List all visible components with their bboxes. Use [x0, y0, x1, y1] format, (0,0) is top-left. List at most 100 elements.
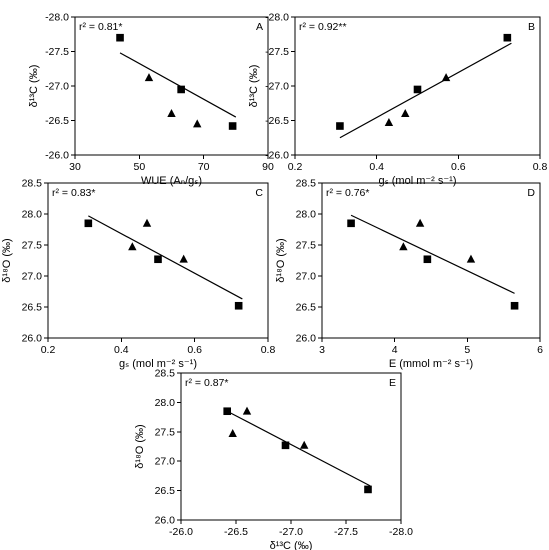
panel-c: 0.2 0.4 0.6 0.8 26.0 26.5 27.0 27.5 28.0 28.5 gₛ (…	[1, 178, 275, 371]
regression-line	[119, 52, 237, 118]
data-point-square	[336, 122, 344, 130]
x-tick-label: -28.0	[389, 526, 413, 538]
data-point-square	[84, 219, 93, 228]
x-tick-label: 3	[319, 344, 325, 356]
data-point-square	[364, 485, 372, 494]
y-tick-label: 26.5	[155, 485, 176, 497]
data-point-square	[228, 122, 237, 130]
panel-letter: C	[255, 187, 263, 199]
data-point-square	[347, 219, 355, 228]
x-tick-label: 0.4	[114, 344, 129, 356]
x-tick-label: 4	[392, 344, 398, 356]
y-axis-label: δ¹⁸O (‰)	[134, 424, 146, 468]
data-point-triangle	[384, 117, 394, 126]
data-point-triangle	[401, 109, 410, 117]
x-axis-label: E (mmol m⁻² s⁻¹)	[389, 358, 473, 370]
plot-frame	[74, 16, 269, 156]
y-tick-label: 26.0	[155, 515, 176, 527]
panel-letter: A	[256, 21, 263, 33]
y-tick-label: -26.5	[45, 115, 69, 127]
x-tick-label: 5	[464, 344, 470, 356]
data-point-triangle	[300, 440, 309, 449]
plot-frame	[47, 182, 269, 339]
y-axis-label: δ¹³C (‰)	[248, 65, 260, 108]
r-squared-label: r² = 0.76*	[326, 187, 369, 199]
y-tick-label: -28.0	[45, 12, 69, 24]
y-tick-label: 27.5	[296, 240, 317, 252]
x-axis-label: WUE (Aₙ/gₛ)	[141, 175, 202, 187]
data-point-square	[223, 407, 231, 416]
x-tick-label: 0.6	[451, 161, 466, 173]
data-point-triangle	[193, 119, 202, 128]
x-tick-label: -26.5	[224, 526, 248, 538]
y-tick-label: -26.0	[265, 150, 289, 162]
y-tick-label: 28.0	[22, 209, 43, 221]
x-axis-label: δ¹³C (‰)	[270, 540, 313, 550]
x-axis-label: gₛ (mol m⁻² s⁻¹)	[119, 358, 197, 370]
y-tick-label: 27.5	[22, 240, 43, 252]
y-tick-label: -27.5	[265, 46, 289, 58]
data-point-triangle	[399, 242, 408, 251]
x-tick-label: 0.2	[288, 161, 303, 173]
x-tick-label: 50	[133, 161, 145, 173]
data-point-square	[503, 33, 512, 42]
r-squared-label: r² = 0.87*	[185, 377, 228, 389]
y-tick-label: 26.0	[296, 333, 317, 345]
data-point-square	[413, 85, 422, 94]
y-tick-label: 27.0	[22, 271, 43, 283]
panel-letter: D	[527, 187, 535, 199]
r-squared-label: r² = 0.92**	[299, 21, 347, 33]
x-tick-label: 0.6	[187, 344, 202, 356]
y-tick-label: -27.0	[45, 81, 69, 93]
data-point-triangle	[179, 254, 188, 263]
regression-line	[88, 215, 243, 300]
data-point-triangle	[242, 406, 252, 415]
x-tick-label: 90	[262, 161, 274, 173]
x-tick-label: 70	[198, 161, 210, 173]
x-tick-label: -26.0	[169, 526, 193, 538]
plot-frame	[180, 372, 402, 521]
panel-letter: B	[528, 21, 535, 33]
data-point-triangle	[228, 428, 237, 437]
x-tick-label: -27.0	[279, 526, 303, 538]
y-tick-label: 27.0	[296, 271, 317, 283]
y-tick-label: -26.0	[45, 150, 69, 162]
y-axis-label: δ¹⁸O (‰)	[275, 238, 287, 282]
y-tick-label: -27.0	[265, 81, 289, 93]
x-tick-label: 30	[69, 161, 81, 173]
data-point-triangle	[441, 73, 451, 82]
x-tick-label: -27.5	[334, 526, 358, 538]
panel-b: 0.2 0.4 0.6 0.8 -26.0 -26.5 -27.0 -27.5 -28.0 gₛ …	[248, 12, 547, 188]
y-tick-label: 28.0	[296, 209, 317, 221]
y-tick-label: 26.5	[22, 302, 43, 314]
y-tick-label: 27.5	[155, 426, 176, 438]
y-tick-label: 28.5	[296, 178, 317, 190]
panel-a: 30 50 70 90 -26.0 -26.5 -27.0 -27.5 -28.0 WUE (Aₙ…	[28, 12, 274, 188]
data-point-square	[234, 301, 243, 310]
y-tick-label: 27.0	[155, 456, 176, 468]
data-point-square	[116, 33, 124, 42]
r-squared-label: r² = 0.81*	[79, 21, 122, 33]
panel-letter: E	[389, 377, 396, 389]
y-tick-label: 28.5	[22, 178, 43, 190]
data-point-square	[281, 441, 290, 450]
x-tick-label: 0.2	[41, 344, 56, 356]
x-tick-label: 6	[537, 344, 543, 356]
regression-line	[350, 214, 515, 294]
y-tick-label: 26.0	[22, 333, 43, 345]
data-point-triangle	[167, 109, 176, 117]
data-point-triangle	[128, 242, 137, 251]
plot-frame	[321, 182, 541, 339]
data-point-triangle	[144, 73, 154, 82]
x-tick-label: 0.4	[369, 161, 384, 173]
data-point-triangle	[142, 218, 152, 227]
y-tick-label: 28.5	[155, 368, 176, 380]
r-squared-label: r² = 0.83*	[52, 187, 95, 199]
x-tick-label: 0.8	[261, 344, 276, 356]
y-tick-label: -27.5	[45, 46, 69, 58]
y-tick-label: -26.5	[265, 115, 289, 127]
data-point-triangle	[466, 254, 476, 263]
data-point-square	[154, 255, 162, 264]
y-axis-label: δ¹⁸O (‰)	[1, 238, 13, 282]
